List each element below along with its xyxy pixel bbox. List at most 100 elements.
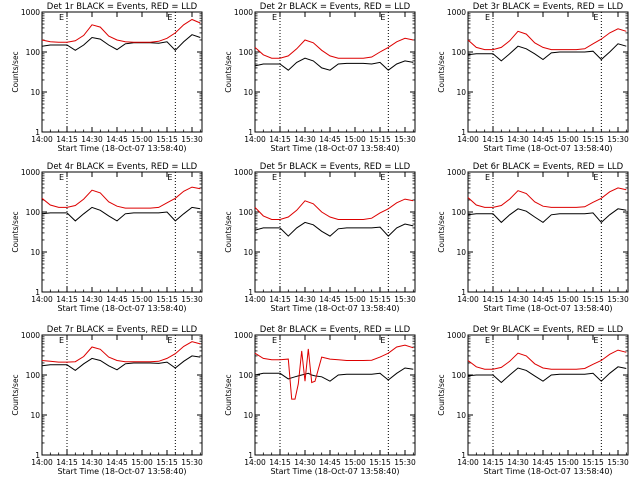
event-marker-label: E [272,336,277,345]
x-axis-label: Start Time (18-Oct-07 13:58:40) [270,144,399,153]
y-tick-label: 1 [461,451,466,460]
detector-panel: Det 6r BLACK = Events, RED = LLD 1 10 100 10… [437,162,629,313]
plot-frame [254,11,416,133]
x-tick-label: 14:30 [294,135,316,144]
y-tick-label: 1000 [447,331,466,340]
x-tick-label: 15:00 [344,135,366,144]
x-tick-label: 15:30 [394,458,416,467]
panel-title: Det 3r BLACK = Events, RED = LLD [473,2,624,12]
plot-frame [254,171,416,293]
panel-title: Det 2r BLACK = Events, RED = LLD [260,2,411,12]
event-marker-label: E [59,336,64,345]
event-marker-label: E [485,173,490,182]
y-tick-label: 1000 [234,8,253,17]
x-tick-label: 15:00 [557,135,579,144]
x-tick-label: 14:45 [319,135,341,144]
x-tick-label: 15:00 [131,458,153,467]
y-axis-label: Counts/sec [11,211,20,252]
x-tick-label: 14:30 [81,458,103,467]
y-tick-label: 100 [452,208,467,217]
x-axis-label: Start Time (18-Oct-07 13:58:40) [57,304,186,313]
x-tick-label: 14:45 [106,295,128,304]
detector-panel: Det 7r BLACK = Events, RED = LLD 1 10 100 10… [11,325,203,476]
event-marker-label: E [593,13,598,22]
detector-panel: Det 8r BLACK = Events, RED = LLD 1 10 100 10… [224,325,416,476]
y-tick-label: 1 [248,128,253,137]
x-tick-label: 14:00 [244,295,266,304]
event-marker-label: E [59,13,64,22]
y-axis-label: Counts/sec [437,374,446,415]
x-tick-label: 15:15 [582,458,604,467]
plot-frame [467,334,629,456]
x-tick-label: 14:00 [31,135,53,144]
y-tick-label: 10 [30,248,40,257]
y-tick-label: 100 [26,208,41,217]
events-series-line [254,221,414,237]
events-series-line [41,355,201,372]
plot-frame [254,334,416,456]
lld-series-line [41,341,201,363]
x-tick-label: 14:00 [457,295,479,304]
y-axis-label: Counts/sec [224,51,233,92]
x-tick-label: 14:45 [319,295,341,304]
x-tick-label: 15:30 [394,295,416,304]
x-tick-label: 14:30 [81,295,103,304]
event-marker-label: E [485,13,490,22]
x-tick-label: 15:30 [607,295,629,304]
lld-series-line [467,28,627,51]
x-tick-label: 14:00 [244,458,266,467]
x-axis-label: Start Time (18-Oct-07 13:58:40) [270,467,399,476]
y-tick-label: 1 [35,451,40,460]
events-series-line [41,206,201,222]
x-tick-label: 14:15 [56,295,78,304]
x-tick-label: 14:45 [532,295,554,304]
detector-panel: Det 4r BLACK = Events, RED = LLD 1 10 100 10… [11,162,203,313]
panel-title: Det 1r BLACK = Events, RED = LLD [47,2,198,12]
y-tick-label: 1000 [234,168,253,177]
event-marker-label: E [272,13,277,22]
detector-panel: Det 3r BLACK = Events, RED = LLD 1 10 100 10… [437,2,629,153]
x-tick-label: 14:00 [457,458,479,467]
y-tick-label: 1 [461,128,466,137]
panel-title: Det 8r BLACK = Events, RED = LLD [260,325,411,335]
lld-series-line [41,18,201,43]
x-tick-label: 14:15 [56,135,78,144]
lld-series-line [254,344,414,400]
x-tick-label: 15:00 [557,295,579,304]
events-series-line [467,43,627,62]
detector-panel: Det 2r BLACK = Events, RED = LLD 1 10 100 10… [224,2,416,153]
y-tick-label: 100 [26,48,41,57]
events-series-line [254,57,414,71]
plot-frame [467,11,629,133]
x-tick-label: 14:30 [294,458,316,467]
x-tick-label: 14:15 [482,458,504,467]
x-tick-label: 15:00 [344,295,366,304]
x-tick-label: 15:00 [344,458,366,467]
x-tick-label: 14:15 [482,295,504,304]
plot-frame [41,171,203,293]
detector-panel: Det 9r BLACK = Events, RED = LLD 1 10 100 10… [437,325,629,476]
x-axis-label: Start Time (18-Oct-07 13:58:40) [57,467,186,476]
event-marker-label: E [59,173,64,182]
event-marker-label: E [380,13,385,22]
lld-series-line [467,187,627,208]
y-tick-label: 10 [30,411,40,420]
x-tick-label: 14:45 [319,458,341,467]
events-series-line [467,366,627,384]
y-tick-label: 1000 [21,168,40,177]
y-tick-label: 100 [239,208,254,217]
x-tick-label: 14:45 [106,135,128,144]
x-tick-label: 14:15 [269,295,291,304]
y-tick-label: 100 [26,371,41,380]
x-tick-label: 14:30 [294,295,316,304]
x-axis-label: Start Time (18-Oct-07 13:58:40) [483,144,612,153]
x-tick-label: 14:45 [532,135,554,144]
x-tick-label: 15:30 [394,135,416,144]
plot-frame [41,11,203,133]
lld-series-line [254,198,414,220]
y-tick-label: 10 [30,88,40,97]
y-tick-label: 1000 [21,8,40,17]
plot-frame [467,171,629,293]
event-marker-label: E [593,336,598,345]
